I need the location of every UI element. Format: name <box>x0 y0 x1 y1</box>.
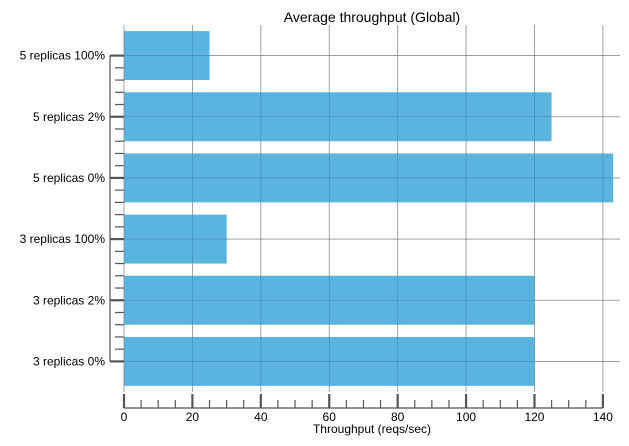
x-tick-label-5: 100 <box>456 410 476 424</box>
x-tick-label-4: 80 <box>391 410 405 424</box>
bar-4 <box>124 92 552 142</box>
y-tick-label-2: 3 replicas 100% <box>20 232 106 246</box>
x-tick-label-3: 60 <box>323 410 337 424</box>
bar-2 <box>124 214 227 264</box>
bar-5 <box>124 31 210 81</box>
y-tick-label-0: 3 replicas 0% <box>33 354 105 368</box>
bar-1 <box>124 275 535 325</box>
y-tick-label-4: 5 replicas 2% <box>33 110 105 124</box>
y-tick-label-5: 5 replicas 100% <box>20 49 106 63</box>
x-axis-label: Throughput (reqs/sec) <box>313 422 431 436</box>
chart-title: Average throughput (Global) <box>284 9 460 25</box>
x-tick-label-1: 20 <box>186 410 200 424</box>
y-axis: 3 replicas 0% 3 replicas 2% 3 replicas 100… <box>20 49 124 368</box>
y-tick-label-3: 5 replicas 0% <box>33 171 105 185</box>
y-tick-label-1: 3 replicas 2% <box>33 293 105 307</box>
bars <box>123 25 620 392</box>
x-axis: 0 20 40 60 80 100 120 140 <box>121 394 613 424</box>
x-tick-label-0: 0 <box>121 410 128 424</box>
bar-0 <box>124 336 535 386</box>
x-tick-label-2: 40 <box>254 410 268 424</box>
x-tick-label-7: 140 <box>593 410 613 424</box>
x-tick-label-6: 120 <box>524 410 544 424</box>
bar-3 <box>124 153 614 203</box>
